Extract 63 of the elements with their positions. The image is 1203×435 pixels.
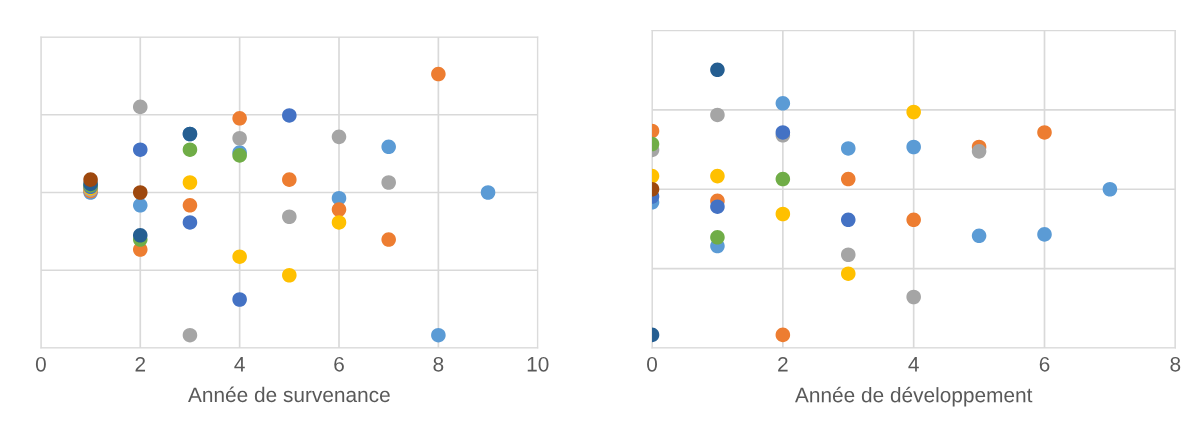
point (381, 232, 396, 247)
point (232, 292, 247, 307)
x-tick-label: 4 (908, 357, 919, 372)
point (282, 108, 297, 123)
point (381, 139, 396, 155)
point (710, 107, 725, 123)
point (132, 198, 148, 213)
point (906, 289, 921, 305)
x-tick-label: 2 (135, 356, 146, 372)
x-axis-title: Année de développement (795, 386, 1033, 407)
point (331, 129, 347, 145)
point (840, 141, 856, 156)
x-tick-label: 8 (1170, 356, 1181, 372)
point (132, 185, 148, 200)
point (840, 266, 856, 281)
point (232, 111, 247, 126)
point (182, 198, 198, 213)
x-tick-label: 8 (433, 356, 444, 372)
point (182, 142, 198, 157)
point (331, 202, 347, 217)
point (840, 171, 856, 187)
point (431, 327, 446, 343)
x-tick-label: 6 (1039, 356, 1050, 372)
point (1102, 181, 1118, 197)
point (282, 172, 297, 187)
point (1037, 227, 1052, 242)
point (331, 215, 347, 230)
point (480, 185, 496, 200)
x-tick-label: 2 (778, 356, 788, 372)
point (381, 175, 396, 190)
point (775, 96, 791, 111)
point (906, 212, 921, 228)
x-tick-label: 0 (35, 356, 46, 372)
x-tick-label: 0 (647, 356, 657, 372)
point (710, 199, 725, 214)
point (710, 230, 725, 245)
point (132, 142, 148, 157)
point (182, 215, 198, 230)
point (971, 144, 987, 159)
point (1037, 125, 1052, 140)
point (232, 249, 247, 264)
point (132, 228, 148, 243)
point (840, 247, 856, 263)
x-tick-label: 10 (527, 356, 549, 372)
point (775, 206, 791, 222)
point (710, 168, 725, 184)
point (971, 228, 987, 244)
x-axis-title: Année de survenance (188, 386, 390, 403)
point (775, 327, 791, 343)
point (182, 175, 198, 190)
point (232, 130, 247, 146)
x-tick-label: 4 (234, 357, 245, 372)
point (282, 209, 297, 225)
point (775, 171, 791, 187)
point (83, 172, 98, 187)
point (840, 212, 856, 228)
point (906, 104, 921, 120)
point (906, 139, 921, 155)
point (182, 327, 198, 343)
point (282, 267, 297, 283)
x-tick-label: 6 (334, 356, 344, 372)
point (132, 99, 148, 115)
point (431, 66, 446, 82)
